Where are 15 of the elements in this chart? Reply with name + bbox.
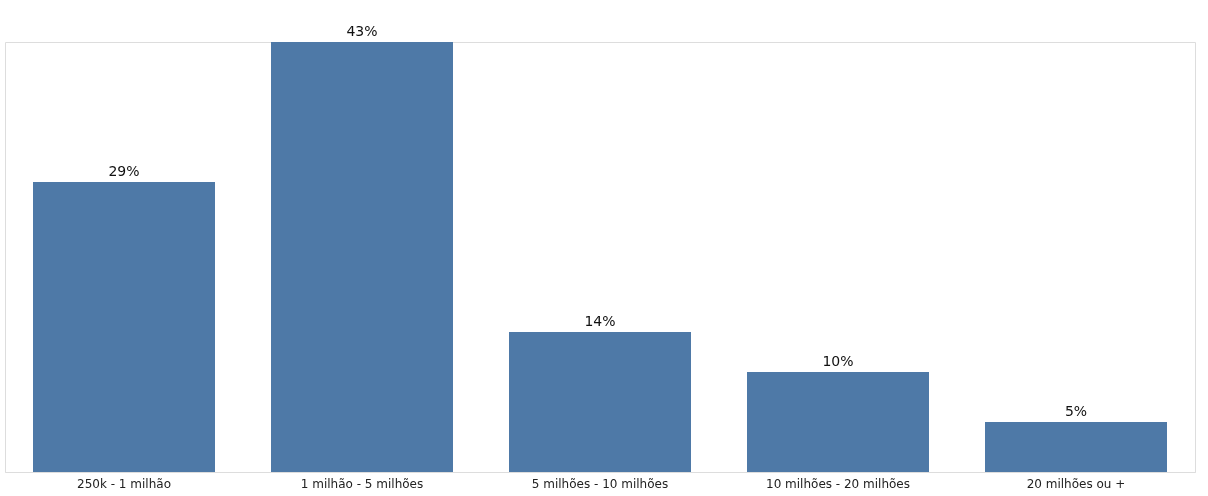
- x-tick-label: 20 milhões ou +: [1026, 476, 1126, 491]
- bar: [747, 372, 929, 472]
- bar: [985, 422, 1167, 472]
- data-label: 29%: [108, 163, 140, 179]
- bar: [509, 332, 691, 472]
- x-tick-label: 1 milhão - 5 milhões: [300, 476, 424, 491]
- bar: [33, 182, 215, 472]
- data-label: 14%: [584, 313, 616, 329]
- x-tick-label: 10 milhões - 20 milhões: [765, 476, 911, 491]
- data-label: 43%: [346, 23, 378, 39]
- data-label: 10%: [822, 353, 854, 369]
- data-label: 5%: [1064, 403, 1088, 419]
- bar: [271, 42, 453, 472]
- x-tick-label: 5 milhões - 10 milhões: [531, 476, 669, 491]
- x-tick-label: 250k - 1 milhão: [77, 476, 171, 491]
